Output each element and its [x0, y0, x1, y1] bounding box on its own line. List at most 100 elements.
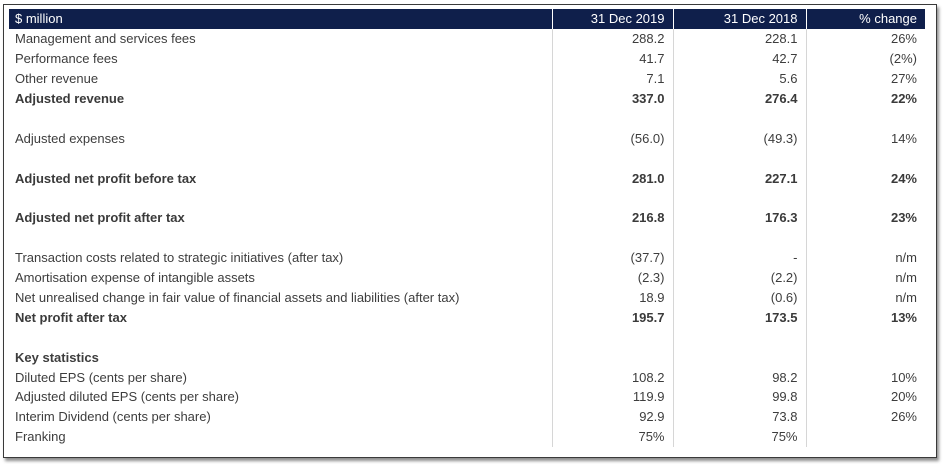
value-2019: 18.9	[551, 287, 673, 308]
spacer-cell	[805, 148, 925, 169]
table-body: Management and services fees 288.2 228.1 26…	[9, 29, 925, 447]
spacer-cell	[9, 327, 552, 347]
spacer-row	[9, 188, 925, 209]
table-row: Adjusted net profit after tax 216.8 176.3 2…	[9, 208, 925, 228]
spacer-cell	[551, 227, 673, 248]
spacer-row	[9, 108, 925, 129]
row-label: Other revenue	[15, 71, 99, 87]
spacer-cell	[9, 228, 552, 248]
value-2019	[551, 347, 673, 368]
value-2018	[672, 347, 806, 368]
value-change: 10%	[805, 367, 925, 388]
value-2018: 99.8	[672, 387, 806, 407]
value-change	[805, 347, 925, 368]
section-header-row: Key statistics	[9, 347, 925, 368]
value-2018: 173.5	[672, 307, 806, 328]
value-change: 14%	[805, 128, 925, 149]
value-2018: 176.3	[672, 208, 806, 228]
spacer-cell	[672, 148, 806, 169]
row-label: Performance fees	[15, 51, 118, 67]
table-header-row: $ million 31 Dec 2019 31 Dec 2018 % chan…	[9, 9, 925, 29]
value-2019: 281.0	[551, 168, 673, 189]
value-2019: 216.8	[551, 208, 673, 228]
row-label: Amortisation expense of intangible asset…	[15, 270, 255, 286]
spacer-cell	[805, 108, 925, 129]
row-label: Management and services fees	[15, 31, 196, 47]
value-change: 27%	[805, 68, 925, 89]
spacer-cell	[672, 327, 806, 348]
spacer-row	[9, 148, 925, 169]
value-change: 26%	[805, 406, 925, 427]
spacer-cell	[672, 227, 806, 248]
spacer-cell	[805, 327, 925, 348]
value-2018: (2.2)	[672, 267, 806, 288]
value-2019: (56.0)	[551, 128, 673, 149]
value-2019: 7.1	[551, 68, 673, 89]
row-label: Key statistics	[15, 349, 99, 365]
value-change: 23%	[805, 208, 925, 228]
value-change: n/m	[805, 267, 925, 288]
header-label: $ million	[9, 9, 552, 29]
spacer-cell	[672, 188, 806, 209]
spacer-cell	[9, 109, 552, 129]
value-2019: 119.9	[551, 387, 673, 407]
value-change: 22%	[805, 88, 925, 109]
spacer-cell	[9, 188, 552, 208]
row-label: Net profit after tax	[15, 309, 127, 325]
row-label: Transaction costs related to strategic i…	[15, 250, 344, 266]
spacer-cell	[672, 108, 806, 129]
row-label: Adjusted revenue	[15, 91, 125, 107]
value-2018: -	[672, 247, 806, 268]
table-row: Adjusted revenue 337.0 276.4 22%	[9, 88, 925, 109]
value-2018: 98.2	[672, 367, 806, 388]
table-row: Diluted EPS (cents per share) 108.2 98.2 10…	[9, 367, 925, 388]
row-label: Adjusted net profit before tax	[15, 170, 197, 186]
value-2019: 108.2	[551, 367, 673, 388]
table-row: Performance fees 41.7 42.7 (2%)	[9, 48, 925, 69]
value-2019: 92.9	[551, 406, 673, 427]
value-2018: 5.6	[672, 68, 806, 89]
value-2019: 41.7	[551, 48, 673, 69]
value-2018: 228.1	[672, 29, 806, 49]
spacer-cell	[551, 148, 673, 169]
table-row: Adjusted net profit before tax 281.0 227.1…	[9, 168, 925, 189]
row-label: Adjusted net profit after tax	[15, 210, 185, 226]
value-2018: (49.3)	[672, 128, 806, 149]
row-label: Diluted EPS (cents per share)	[15, 369, 187, 385]
table-row: Interim Dividend (cents per share) 92.9 73…	[9, 406, 925, 427]
spacer-row	[9, 327, 925, 348]
value-change: 26%	[805, 29, 925, 49]
value-2018: 227.1	[672, 168, 806, 189]
header-2019: 31 Dec 2019	[551, 9, 673, 29]
header-change: % change	[805, 9, 925, 29]
spacer-cell	[9, 148, 552, 168]
row-label: Adjusted expenses	[15, 130, 125, 146]
value-2019: 75%	[551, 426, 673, 447]
value-2018: 42.7	[672, 48, 806, 69]
spacer-row	[9, 227, 925, 248]
table-row: Net unrealised change in fair value of f…	[9, 287, 925, 308]
table-row: Management and services fees 288.2 228.1 26…	[9, 29, 925, 49]
value-change	[805, 426, 925, 447]
value-2019: (2.3)	[551, 267, 673, 288]
value-change: 20%	[805, 387, 925, 407]
value-2019: 337.0	[551, 88, 673, 109]
header-2018: 31 Dec 2018	[672, 9, 806, 29]
value-2018: 276.4	[672, 88, 806, 109]
spacer-cell	[805, 227, 925, 248]
row-label: Franking	[15, 429, 66, 445]
value-change: n/m	[805, 247, 925, 268]
spacer-cell	[551, 108, 673, 129]
spacer-cell	[805, 188, 925, 209]
value-2019: (37.7)	[551, 247, 673, 268]
value-change: n/m	[805, 287, 925, 308]
value-2019: 288.2	[551, 29, 673, 49]
value-2018: 75%	[672, 426, 806, 447]
table-row: Transaction costs related to strategic i…	[9, 247, 925, 268]
value-2018: 73.8	[672, 406, 806, 427]
value-2019: 195.7	[551, 307, 673, 328]
table-row: Adjusted diluted EPS (cents per share) 11…	[9, 387, 925, 407]
spacer-cell	[551, 327, 673, 348]
value-change: 13%	[805, 307, 925, 328]
value-change: (2%)	[805, 48, 925, 69]
